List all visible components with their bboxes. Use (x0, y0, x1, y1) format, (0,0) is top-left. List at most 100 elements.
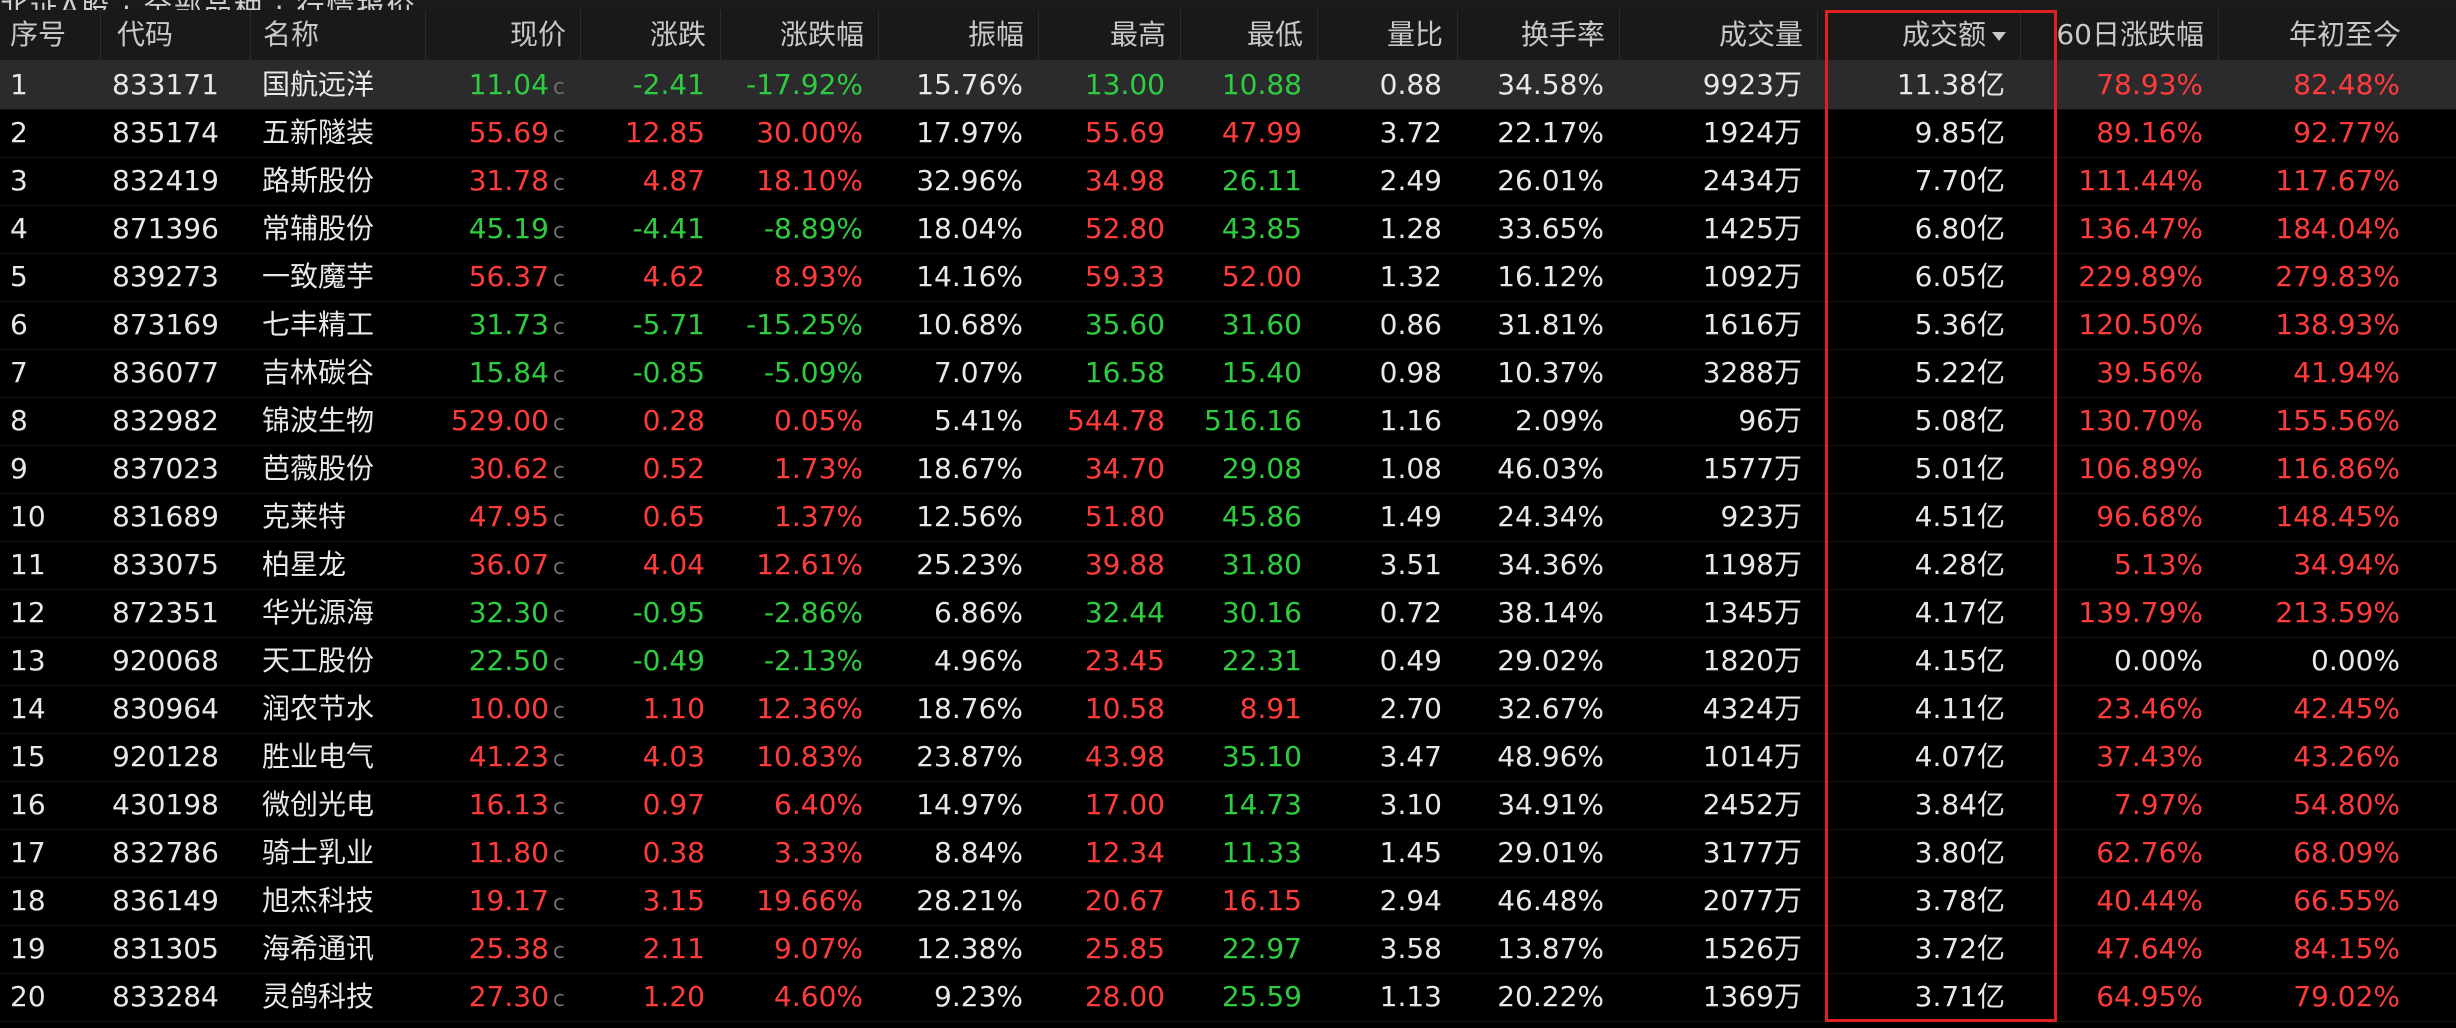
cell-change: 4.87 (642, 164, 705, 197)
cell-60d-change: 39.56% (2096, 356, 2203, 389)
cell-60d-change: 23.46% (2096, 692, 2203, 725)
cell-ytd: 148.45% (2275, 500, 2400, 533)
cell-name: 一致魔芋 (262, 260, 375, 293)
cell-change-pct: -2.13% (763, 644, 863, 677)
cell-60d-change: 7.97% (2114, 788, 2203, 821)
cell-low: 516.16 (1204, 404, 1302, 437)
col-header-ytd[interactable]: 年初至今 (2218, 10, 2401, 60)
cell-turnover-rate: 26.01% (1497, 164, 1604, 197)
cell-vol-ratio: 0.72 (1379, 596, 1442, 629)
cell-code: 830964 (112, 692, 219, 725)
cell-ytd: 155.56% (2275, 404, 2400, 437)
table-row[interactable]: 1 833171 国航远洋 11.04 c -2.41 -17.92% 15.76% 13.00… (0, 61, 2456, 110)
table-row[interactable]: 4 871396 常辅股份 45.19 c -4.41 -8.89% 18.04% 52.80 4… (0, 205, 2456, 254)
col-header-amount[interactable]: 成交额 (1817, 10, 2006, 60)
cell-change-pct: -5.09% (763, 356, 863, 389)
cell-amplitude: 14.97% (916, 788, 1023, 821)
col-header-price[interactable]: 现价 (425, 10, 566, 60)
table-row[interactable]: 7 836077 吉林碳谷 15.84 c -0.85 -5.09% 7.07% 16.58 15… (0, 349, 2456, 398)
cell-vol-ratio: 3.58 (1379, 932, 1442, 965)
table-row[interactable]: 5 839273 一致魔芋 56.37 c 4.62 8.93% 14.16% 59.33 52.… (0, 253, 2456, 302)
cell-ytd: 138.93% (2275, 308, 2400, 341)
cell-change-pct: 30.00% (756, 116, 863, 149)
cell-change: 0.28 (642, 404, 705, 437)
col-header-code[interactable]: 代码 (100, 10, 250, 60)
cell-amplitude: 8.84% (934, 836, 1023, 869)
cell-volume: 1092万 (1702, 260, 1802, 293)
cell-name: 灵鸽科技 (262, 980, 375, 1013)
col-header-change-pct[interactable]: 涨跌幅 (720, 10, 864, 60)
cell-turnover-rate: 48.96% (1497, 740, 1604, 773)
cell-change: 0.52 (642, 452, 705, 485)
table-row[interactable]: 6 873169 七丰精工 31.73 c -5.71 -15.25% 10.68% 35.60… (0, 301, 2456, 350)
table-row[interactable]: 19 831305 海希通讯 25.38 c 2.11 9.07% 12.38% 25.85 22… (0, 925, 2456, 974)
price-suffix: c (552, 507, 565, 532)
col-header-60d-change[interactable]: 60日涨跌幅 (2020, 10, 2204, 60)
cell-volume: 1345万 (1702, 596, 1802, 629)
table-row[interactable]: 11 833075 柏星龙 36.07 c 4.04 12.61% 25.23% 39.88 31… (0, 541, 2456, 590)
table-row[interactable]: 9 837023 芭薇股份 30.62 c 0.52 1.73% 18.67% 34.70 29.… (0, 445, 2456, 494)
cell-code: 920068 (112, 644, 219, 677)
cell-ytd: 213.59% (2275, 596, 2400, 629)
col-header-name[interactable]: 名称 (250, 10, 425, 60)
cell-code: 871396 (112, 212, 219, 245)
price-suffix: c (552, 603, 565, 628)
table-row[interactable]: 16 430198 微创光电 16.13 c 0.97 6.40% 14.97% 17.00 14… (0, 781, 2456, 830)
cell-amplitude: 14.16% (916, 260, 1023, 293)
cell-name: 七丰精工 (262, 308, 375, 341)
col-header-seq[interactable]: 序号 (10, 18, 67, 51)
cell-vol-ratio: 2.49 (1379, 164, 1442, 197)
cell-60d-change: 120.50% (2078, 308, 2203, 341)
cell-amount: 5.01亿 (1914, 452, 2005, 485)
cell-change-pct: 1.73% (774, 452, 863, 485)
price-value: 11.80 (468, 836, 549, 869)
cell-amplitude: 7.07% (934, 356, 1023, 389)
price-value: 15.84 (468, 356, 549, 389)
cell-60d-change: 5.13% (2114, 548, 2203, 581)
table-row[interactable]: 8 832982 锦波生物 529.00 c 0.28 0.05% 5.41% 544.78 51… (0, 397, 2456, 446)
cell-name: 芭薇股份 (262, 452, 375, 485)
col-header-turnover-rate[interactable]: 换手率 (1457, 10, 1605, 60)
table-row[interactable]: 3 832419 路斯股份 31.78 c 4.87 18.10% 32.96% 34.98 26… (0, 157, 2456, 206)
cell-ytd: 79.02% (2293, 980, 2400, 1013)
table-row[interactable]: 20 833284 灵鸽科技 27.30 c 1.20 4.60% 9.23% 28.00 25.… (0, 973, 2456, 1022)
sort-desc-icon[interactable] (1992, 31, 2006, 41)
price-suffix: c (552, 795, 565, 820)
cell-vol-ratio: 3.51 (1379, 548, 1442, 581)
table-row[interactable]: 17 832786 骑士乳业 11.80 c 0.38 3.33% 8.84% 12.34 11.… (0, 829, 2456, 878)
cell-vol-ratio: 1.08 (1379, 452, 1442, 485)
table-row[interactable]: 13 920068 天工股份 22.50 c -0.49 -2.13% 4.96% 23.45 2… (0, 637, 2456, 686)
table-row[interactable]: 10 831689 克莱特 47.95 c 0.65 1.37% 12.56% 51.80 45.… (0, 493, 2456, 542)
cell-volume: 1577万 (1702, 452, 1802, 485)
cell-low: 14.73 (1221, 788, 1302, 821)
cell-price: 36.07 c (425, 541, 565, 589)
table-row[interactable]: 14 830964 润农节水 10.00 c 1.10 12.36% 18.76% 10.58 8… (0, 685, 2456, 734)
cell-high: 25.85 (1084, 932, 1165, 965)
cell-code: 833284 (112, 980, 219, 1013)
cell-ytd: 66.55% (2293, 884, 2400, 917)
cell-ytd: 41.94% (2293, 356, 2400, 389)
cell-amount: 5.36亿 (1914, 308, 2005, 341)
cell-seq: 20 (10, 980, 46, 1013)
cell-change: -4.41 (632, 212, 705, 245)
cell-price: 11.04 c (425, 61, 565, 109)
col-header-low[interactable]: 最低 (1180, 10, 1303, 60)
cell-high: 35.60 (1084, 308, 1165, 341)
table-row[interactable]: 12 872351 华光源海 32.30 c -0.95 -2.86% 6.86% 32.44 3… (0, 589, 2456, 638)
col-header-vol-ratio[interactable]: 量比 (1317, 10, 1443, 60)
table-row[interactable]: 2 835174 五新隧装 55.69 c 12.85 30.00% 17.97% 55.69 4… (0, 109, 2456, 158)
cell-vol-ratio: 3.72 (1379, 116, 1442, 149)
table-row[interactable]: 15 920128 胜业电气 41.23 c 4.03 10.83% 23.87% 43.98 3… (0, 733, 2456, 782)
cell-price: 32.30 c (425, 589, 565, 637)
col-header-amplitude[interactable]: 振幅 (878, 10, 1024, 60)
cell-amount: 3.78亿 (1914, 884, 2005, 917)
col-header-change[interactable]: 涨跌 (580, 10, 706, 60)
cell-price: 16.13 c (425, 781, 565, 829)
cell-60d-change: 139.79% (2078, 596, 2203, 629)
cell-turnover-rate: 16.12% (1497, 260, 1604, 293)
col-header-volume[interactable]: 成交量 (1619, 10, 1803, 60)
cell-code: 832982 (112, 404, 219, 437)
col-header-high[interactable]: 最高 (1038, 10, 1166, 60)
cell-seq: 16 (10, 788, 46, 821)
table-row[interactable]: 18 836149 旭杰科技 19.17 c 3.15 19.66% 28.21% 20.67 1… (0, 877, 2456, 926)
